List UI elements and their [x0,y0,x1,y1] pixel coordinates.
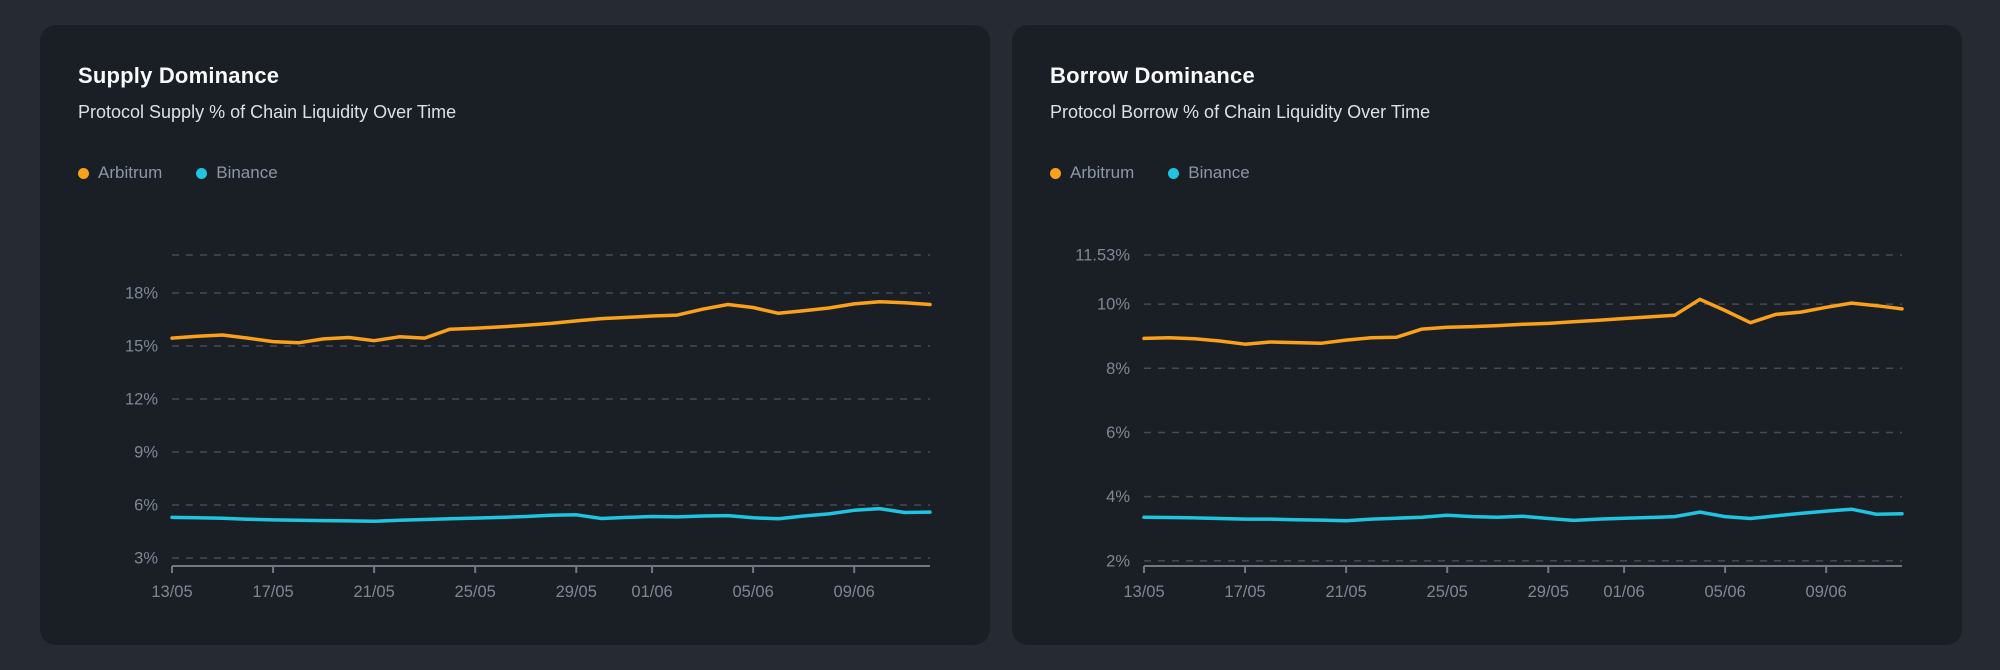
svg-text:17/05: 17/05 [1224,583,1265,601]
legend-dot-icon [1168,167,1180,179]
svg-text:3%: 3% [134,550,158,568]
svg-text:09/06: 09/06 [1806,583,1847,601]
svg-text:21/05: 21/05 [353,583,394,601]
borrow-dominance-card: Borrow Dominance Protocol Borrow % of Ch… [1012,25,1962,645]
borrow-dominance-line-chart[interactable]: 11.53% 10% 8% 6% 4% 2% 13/05 17/05 21/05 25/05 29/… [1012,231,1962,631]
svg-text:6%: 6% [134,497,158,515]
svg-text:05/06: 05/06 [1704,583,1745,601]
chart-legend: Arbitrum Binance [1050,163,1924,183]
legend-label: Binance [216,163,278,182]
legend-item-binance[interactable]: Binance [1168,163,1250,183]
svg-text:8%: 8% [1106,360,1130,378]
svg-text:25/05: 25/05 [455,583,496,601]
svg-text:01/06: 01/06 [1603,583,1644,601]
svg-text:11.53%: 11.53% [1075,247,1130,265]
supply-dominance-line-chart[interactable]: 18% 15% 12% 9% 6% 3% 13/05 17/05 21/05 25/05 29/05… [40,231,990,631]
legend-dot-icon [78,167,89,179]
legend-label: Binance [1188,163,1250,182]
svg-text:17/05: 17/05 [252,583,293,601]
svg-text:29/05: 29/05 [1528,583,1569,601]
page-title: Supply Dominance [78,63,280,88]
legend-label: Arbitrum [1070,163,1135,182]
svg-text:18%: 18% [125,284,158,302]
chart-legend: Arbitrum Binance [78,163,952,183]
svg-text:6%: 6% [1106,424,1130,442]
legend-item-arbitrum[interactable]: Arbitrum [78,163,162,183]
legend-dot-icon [1050,167,1061,179]
svg-text:09/06: 09/06 [834,583,875,601]
svg-text:10%: 10% [1097,296,1130,314]
svg-text:29/05: 29/05 [556,583,597,601]
svg-text:12%: 12% [125,391,158,409]
svg-text:4%: 4% [1106,488,1130,506]
svg-text:2%: 2% [1106,552,1130,570]
legend-item-arbitrum[interactable]: Arbitrum [1050,163,1134,183]
svg-text:13/05: 13/05 [151,583,192,601]
legend-item-binance[interactable]: Binance [196,163,278,183]
svg-text:21/05: 21/05 [1325,583,1366,601]
legend-label: Arbitrum [98,163,163,182]
svg-text:05/06: 05/06 [732,583,773,601]
svg-text:15%: 15% [125,338,158,356]
legend-dot-icon [196,167,208,179]
card-subtitle: Protocol Supply % of Chain Liquidity Ove… [78,102,457,122]
supply-dominance-card: Supply Dominance Protocol Supply % of Ch… [40,25,990,645]
svg-text:25/05: 25/05 [1427,583,1468,601]
card-subtitle: Protocol Borrow % of Chain Liquidity Ove… [1050,102,1431,122]
page-title: Borrow Dominance [1050,63,1255,88]
svg-text:9%: 9% [134,444,158,462]
svg-text:13/05: 13/05 [1123,583,1164,601]
svg-text:01/06: 01/06 [631,583,672,601]
